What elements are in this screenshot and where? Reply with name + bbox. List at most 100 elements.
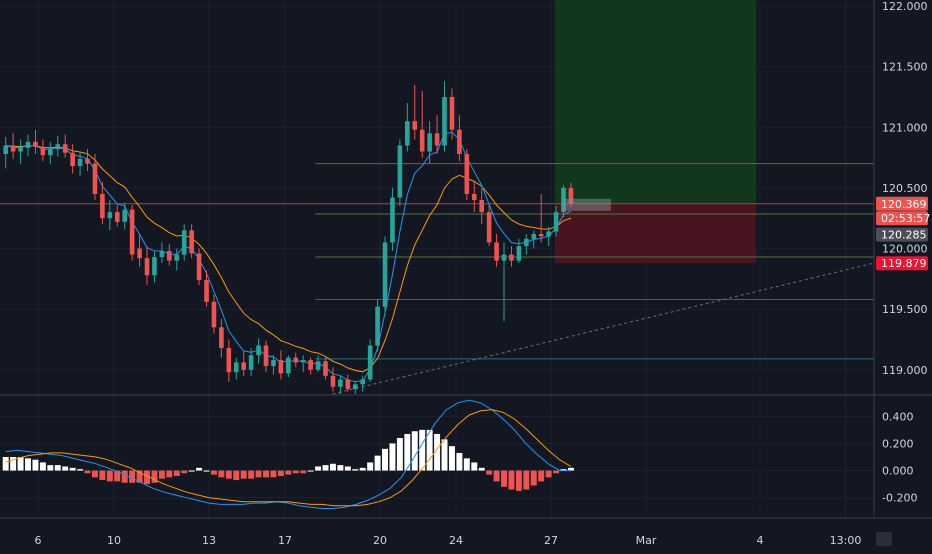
candle-body[interactable] (486, 212, 492, 243)
candle-body[interactable] (159, 250, 165, 258)
price-tag[interactable] (876, 227, 928, 242)
candle-body[interactable] (360, 379, 366, 385)
candle-body[interactable] (122, 209, 128, 222)
candle-body[interactable] (546, 231, 551, 237)
candle-body[interactable] (308, 360, 313, 370)
candle-body[interactable] (174, 254, 180, 261)
candle-body[interactable] (62, 144, 68, 153)
candle-body[interactable] (204, 280, 209, 302)
price-axis-label: 121.500 (882, 61, 928, 74)
candle-body[interactable] (419, 129, 425, 152)
candle-body[interactable] (271, 360, 276, 367)
axis-settings-button[interactable] (876, 532, 892, 546)
candle-body[interactable] (553, 212, 559, 232)
candle-body[interactable] (137, 248, 142, 259)
candle-body[interactable] (516, 246, 522, 261)
candle-body[interactable] (48, 149, 53, 156)
candle-body[interactable] (345, 379, 351, 390)
candle-body[interactable] (92, 163, 98, 194)
candle-body[interactable] (367, 345, 373, 380)
candle-body[interactable] (77, 158, 83, 167)
macd-signal-line (5, 409, 572, 507)
candle-body[interactable] (405, 121, 410, 146)
candle-body[interactable] (70, 152, 75, 167)
candle-body[interactable] (189, 230, 194, 254)
candle-body[interactable] (568, 187, 574, 204)
candle-body[interactable] (471, 193, 477, 201)
macd-histogram-bar (99, 470, 106, 481)
candle-body[interactable] (3, 145, 9, 154)
candle-body[interactable] (18, 147, 23, 152)
candle-body[interactable] (323, 361, 328, 376)
candle-body[interactable] (524, 238, 529, 247)
candle-body[interactable] (241, 362, 247, 370)
candle-body[interactable] (427, 133, 432, 152)
candle-body[interactable] (263, 345, 269, 367)
candle-body[interactable] (129, 209, 135, 255)
candle-body[interactable] (25, 141, 31, 148)
candle-body[interactable] (256, 345, 261, 356)
candle-body[interactable] (144, 258, 150, 276)
candle-body[interactable] (330, 375, 336, 387)
time-axis-label: 17 (278, 534, 292, 547)
macd-histogram-bar (32, 459, 39, 471)
candle-body[interactable] (226, 347, 232, 373)
stop-loss-zone[interactable] (554, 203, 757, 264)
candle-body[interactable] (293, 357, 299, 363)
candle-body[interactable] (501, 254, 507, 261)
candle-body[interactable] (494, 242, 499, 261)
price-tag[interactable] (876, 256, 928, 271)
candle-body[interactable] (375, 306, 380, 346)
macd-histogram-bar (47, 465, 54, 471)
candle-body[interactable] (278, 360, 284, 374)
macd-histogram-bar (441, 439, 448, 471)
candle-body[interactable] (114, 212, 120, 222)
candle-body[interactable] (85, 158, 90, 164)
candle-body[interactable] (412, 121, 418, 130)
macd-histogram-bar (62, 466, 69, 471)
candle-body[interactable] (434, 133, 440, 146)
price-tag[interactable] (876, 196, 928, 211)
macd-histogram-bar (188, 470, 195, 472)
candle-body[interactable] (233, 362, 239, 373)
candle-body[interactable] (248, 355, 254, 370)
candle-body[interactable] (464, 153, 470, 194)
candle-body[interactable] (300, 360, 306, 363)
candle-body[interactable] (10, 145, 16, 152)
candle-body[interactable] (196, 253, 202, 281)
position-entry-marker[interactable] (562, 198, 611, 211)
macd-histogram-bar (91, 470, 98, 478)
candle-body[interactable] (449, 96, 455, 130)
trend-line[interactable] (332, 262, 875, 395)
candle-body[interactable] (315, 361, 321, 370)
candle-body[interactable] (442, 96, 447, 146)
candle-body[interactable] (33, 141, 38, 147)
candle-body[interactable] (107, 212, 113, 219)
candle-body[interactable] (390, 197, 395, 243)
candle-body[interactable] (100, 193, 105, 219)
candle-body[interactable] (55, 144, 61, 150)
profit-target-zone[interactable] (554, 0, 757, 204)
macd-histogram-bar (144, 470, 150, 485)
macd-histogram-bar (84, 470, 91, 474)
candle-body[interactable] (538, 233, 544, 237)
macd-histogram-bar (69, 467, 76, 471)
candle-body[interactable] (286, 357, 291, 374)
price-tag[interactable] (876, 211, 928, 226)
candle-body[interactable] (352, 384, 358, 390)
candle-body[interactable] (509, 254, 514, 261)
macd-histogram-bar (54, 465, 61, 471)
candle-body[interactable] (479, 200, 485, 213)
candle-body[interactable] (531, 233, 537, 239)
candle-body[interactable] (152, 257, 157, 276)
candle-body[interactable] (397, 145, 403, 198)
candle-body[interactable] (219, 327, 224, 348)
candle-body[interactable] (382, 242, 388, 307)
candle-body[interactable] (181, 230, 187, 255)
candle-body[interactable] (167, 250, 172, 261)
candle-body[interactable] (457, 129, 462, 154)
candle-body[interactable] (211, 301, 217, 328)
candle-body[interactable] (40, 146, 46, 156)
candle-body[interactable] (338, 379, 343, 387)
